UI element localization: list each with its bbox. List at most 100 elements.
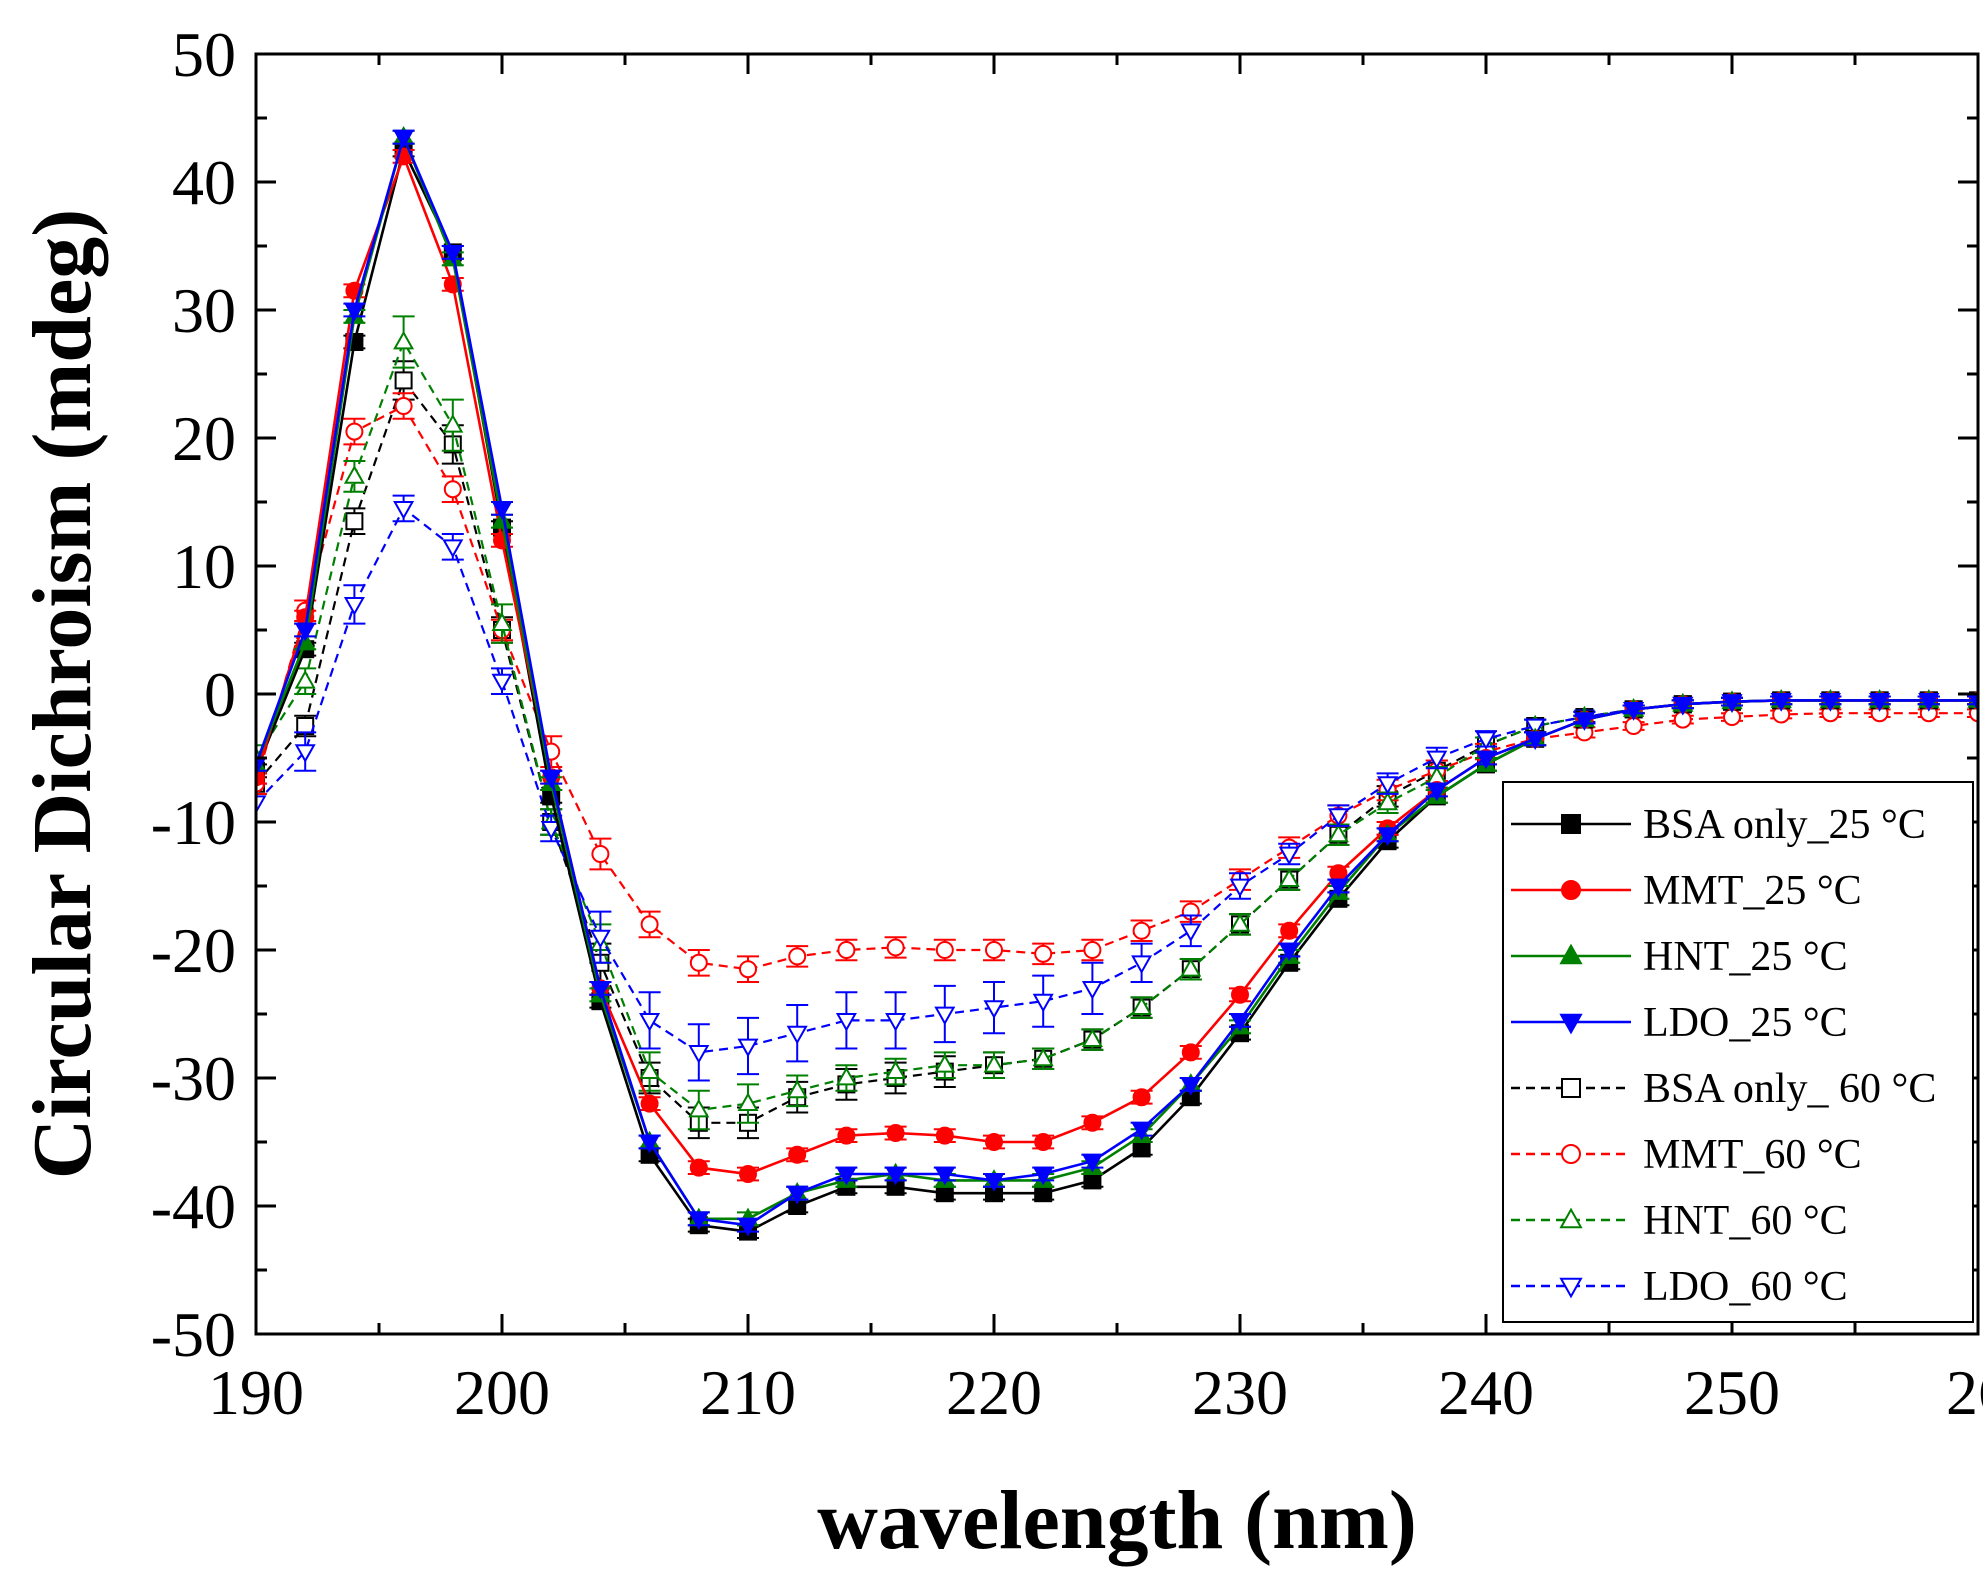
- y-tick-label: 40: [172, 147, 236, 218]
- legend-item: MMT_25 °C: [1511, 868, 1862, 914]
- y-tick-label: 30: [172, 275, 236, 346]
- data-point: [983, 1173, 1005, 1192]
- data-point: [1180, 923, 1202, 943]
- data-point: [688, 1211, 710, 1231]
- legend-marker: [1561, 814, 1581, 834]
- legend-item: BSA only_ 60 °C: [1511, 1066, 1936, 1112]
- data-point: [688, 1098, 710, 1118]
- data-point: [983, 1000, 1005, 1019]
- data-point: [885, 1166, 907, 1186]
- data-point: [394, 397, 413, 415]
- data-point: [1034, 1133, 1053, 1151]
- y-tick-label: 0: [204, 659, 236, 730]
- legend-marker: [1559, 1013, 1583, 1035]
- data-point: [343, 302, 365, 322]
- data-point: [1034, 944, 1053, 963]
- data-point: [886, 938, 905, 957]
- ticks-layer: 190 200 210 220 230 240 250 26 50 40 30 20 10 0 -10 -20…: [151, 19, 1983, 1428]
- legend-item: LDO_25 °C: [1511, 1000, 1848, 1046]
- data-point: [1721, 694, 1743, 713]
- data-point: [1327, 878, 1349, 898]
- legend: BSA only_25 °C MMT_25 °C HNT_25 °C LDO_25 °…: [1502, 781, 1974, 1323]
- data-point: [442, 539, 464, 559]
- x-tick-label: 210: [700, 1357, 796, 1428]
- data-point: [1131, 996, 1153, 1015]
- data-point: [1327, 808, 1349, 827]
- data-point: [737, 1038, 759, 1058]
- data-point: [1181, 1043, 1200, 1062]
- legend-item: BSA only_25 °C: [1511, 802, 1926, 848]
- data-point: [1280, 921, 1299, 940]
- data-point: [491, 509, 513, 529]
- y-tick-label: 10: [172, 531, 236, 602]
- data-point: [1229, 913, 1251, 932]
- series-8: [256, 494, 1978, 1082]
- y-tick-label: 50: [172, 19, 236, 90]
- data-point: [639, 1013, 661, 1032]
- legend-item: HNT_60 °C: [1511, 1198, 1848, 1244]
- data-point: [256, 795, 267, 815]
- legend-marker: [1559, 1277, 1583, 1299]
- data-point: [345, 512, 364, 531]
- legend-item: HNT_25 °C: [1511, 934, 1848, 980]
- data-point: [343, 465, 365, 484]
- data-point: [1278, 846, 1300, 866]
- legend-item: MMT_60 °C: [1511, 1132, 1862, 1178]
- y-tick-label: 20: [172, 403, 236, 474]
- data-point: [491, 501, 513, 520]
- data-point: [739, 960, 757, 979]
- data-point: [639, 1060, 661, 1079]
- data-point: [886, 1124, 905, 1143]
- legend-label: BSA only_ 60 °C: [1643, 1066, 1936, 1112]
- data-point: [1132, 1088, 1151, 1107]
- data-point: [786, 1079, 808, 1099]
- data-point: [639, 1134, 661, 1154]
- legend-label: MMT_60 °C: [1643, 1132, 1862, 1178]
- data-point: [1081, 981, 1103, 1000]
- data-point: [540, 821, 562, 840]
- data-point: [640, 1094, 659, 1113]
- data-point: [1132, 921, 1151, 940]
- data-point: [788, 947, 807, 966]
- data-point: [1377, 791, 1399, 811]
- legend-label: HNT_25 °C: [1643, 934, 1848, 980]
- legend-item: LDO_60 °C: [1511, 1264, 1848, 1310]
- data-point: [1032, 1047, 1054, 1067]
- y-tick-label: -50: [151, 1299, 236, 1370]
- data-point: [1032, 993, 1054, 1013]
- data-point: [256, 757, 267, 776]
- data-point: [491, 673, 513, 693]
- x-tick-label: 250: [1684, 1357, 1780, 1428]
- data-point: [442, 245, 464, 264]
- data-point: [294, 622, 316, 642]
- data-point: [835, 1166, 857, 1186]
- data-point: [1377, 827, 1399, 847]
- data-point: [1083, 1113, 1102, 1132]
- legend-marker: [1559, 1207, 1583, 1229]
- data-point: [1918, 693, 1940, 712]
- data-point: [1623, 701, 1645, 721]
- data-point: [1819, 693, 1841, 712]
- legend-marker: [1559, 943, 1583, 965]
- data-point: [835, 1013, 857, 1032]
- data-point: [1229, 1013, 1251, 1032]
- data-point: [1573, 712, 1595, 731]
- data-point: [256, 768, 265, 787]
- data-point: [737, 1092, 759, 1111]
- y-tick-label: -20: [151, 915, 236, 986]
- data-point: [934, 1053, 956, 1073]
- legend-label: BSA only_25 °C: [1643, 802, 1926, 848]
- legend-box: [1502, 781, 1974, 1323]
- data-point: [1081, 1153, 1103, 1173]
- data-point: [837, 941, 856, 959]
- series-line: [256, 133, 1978, 1227]
- legend-marker: [1561, 880, 1581, 900]
- series-layer: [256, 125, 1978, 1241]
- data-point: [835, 1066, 857, 1086]
- data-point: [1131, 955, 1153, 975]
- data-point: [885, 1060, 907, 1079]
- data-point: [393, 501, 415, 520]
- data-point: [1180, 957, 1202, 977]
- data-point: [985, 1133, 1003, 1151]
